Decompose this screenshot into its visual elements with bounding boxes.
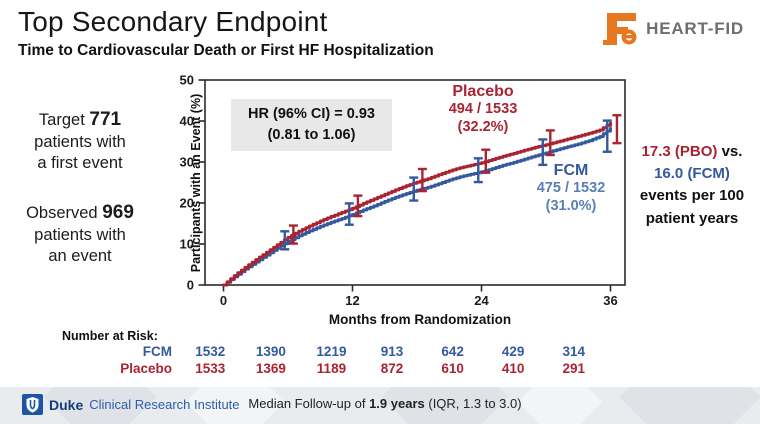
heart-fid-logo: HEART-FID bbox=[603, 10, 744, 48]
risk-row-placebo-values: 1533 1369 1189 872 610 410 291 bbox=[180, 361, 604, 376]
fe-iron-icon bbox=[603, 10, 639, 48]
risk-value: 410 bbox=[501, 361, 525, 376]
rate-units-line1: events per 100 bbox=[639, 187, 745, 205]
risk-value: 1390 bbox=[255, 344, 286, 359]
risk-value: 642 bbox=[441, 344, 464, 359]
target-line: Target 771 bbox=[38, 109, 122, 130]
y-axis-label: Participants with an Event (%) bbox=[189, 93, 203, 273]
fcm-curve-label: FCM 475 / 1532 (31.0%) bbox=[536, 162, 606, 214]
page-title: Top Secondary Endpoint bbox=[18, 6, 328, 37]
target-line2: patients with bbox=[34, 133, 126, 152]
risk-value: 1369 bbox=[255, 361, 286, 376]
risk-value: 1532 bbox=[195, 344, 226, 359]
risk-value: 610 bbox=[441, 361, 464, 376]
duke-shield-icon bbox=[22, 394, 43, 415]
pbo-rate: 17.3 (PBO) bbox=[641, 143, 718, 160]
median-followup-text: Median Follow-up of 1.9 years (IQR, 1.3 … bbox=[248, 396, 522, 411]
enrollment-summary: Target 771 patients with a first event O… bbox=[4, 108, 156, 267]
svg-text:12: 12 bbox=[345, 293, 359, 308]
hr-line2: (0.81 to 1.06) bbox=[267, 127, 356, 143]
svg-text:36: 36 bbox=[603, 293, 617, 308]
vs-text: vs. bbox=[717, 143, 743, 160]
fcm-rate: 16.0 (FCM) bbox=[654, 165, 730, 183]
observed-value: 969 bbox=[102, 201, 134, 223]
risk-value: 1533 bbox=[195, 361, 226, 376]
svg-text:0: 0 bbox=[187, 278, 194, 293]
placebo-curve-label: Placebo 494 / 1533 (32.2%) bbox=[448, 83, 518, 135]
event-rate-summary: 17.3 (PBO) vs. 16.0 (FCM) events per 100… bbox=[628, 141, 756, 230]
svg-text:10: 10 bbox=[180, 237, 194, 252]
risk-value: 1219 bbox=[316, 344, 347, 359]
x-axis-label: Months from Randomization bbox=[328, 312, 512, 327]
risk-value: 913 bbox=[380, 344, 404, 359]
svg-text:24: 24 bbox=[474, 293, 489, 308]
risk-row-name-fcm: FCM bbox=[142, 344, 172, 359]
svg-text:20: 20 bbox=[180, 196, 194, 211]
number-at-risk-label: Number at Risk: bbox=[62, 329, 158, 343]
risk-row-fcm-values: 1532 1390 1219 913 642 429 314 bbox=[180, 344, 604, 359]
svg-text:30: 30 bbox=[180, 155, 194, 170]
duke-logo: Duke Clinical Research Institute bbox=[22, 394, 240, 415]
page-subtitle: Time to Cardiovascular Death or First HF… bbox=[18, 42, 434, 59]
duke-institute-text: Clinical Research Institute bbox=[89, 397, 240, 412]
risk-value: 872 bbox=[380, 361, 404, 376]
svg-text:0: 0 bbox=[220, 293, 227, 308]
risk-value: 314 bbox=[562, 344, 586, 359]
observed-line3: an event bbox=[48, 246, 112, 265]
risk-value: 429 bbox=[501, 344, 525, 359]
risk-row-name-placebo: Placebo bbox=[120, 361, 172, 376]
hazard-ratio-box: HR (96% CI) = 0.93 (0.81 to 1.06) bbox=[231, 99, 392, 151]
target-line3: a first event bbox=[37, 154, 123, 173]
footer-band: Duke Clinical Research Institute Median … bbox=[0, 387, 760, 424]
observed-line2: patients with bbox=[34, 225, 126, 244]
svg-text:50: 50 bbox=[180, 73, 194, 88]
risk-value: 291 bbox=[562, 361, 586, 376]
duke-wordmark: Duke bbox=[49, 396, 84, 413]
rate-units-line2: patient years bbox=[645, 209, 739, 227]
target-value: 771 bbox=[89, 109, 122, 130]
heart-fid-wordmark: HEART-FID bbox=[646, 19, 744, 38]
observed-line: Observed 969 bbox=[26, 201, 134, 223]
risk-value: 1189 bbox=[316, 361, 347, 376]
svg-text:40: 40 bbox=[180, 114, 194, 129]
hr-line1: HR (96% CI) = 0.93 bbox=[248, 105, 375, 122]
